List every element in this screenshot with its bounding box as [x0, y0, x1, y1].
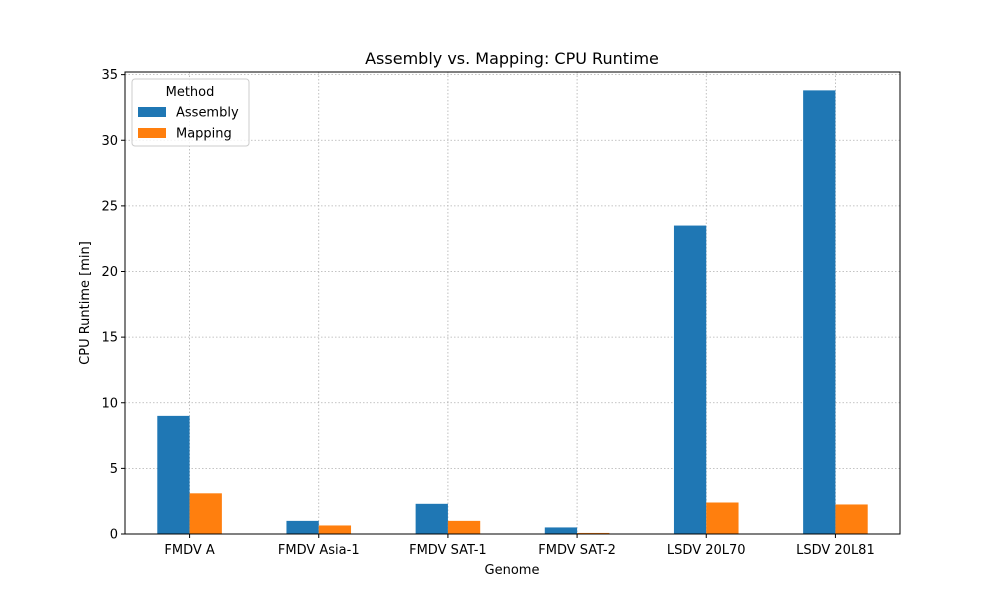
legend: Method Assembly Mapping	[131, 78, 250, 147]
bars	[157, 90, 868, 534]
x-axis-label: Genome	[485, 563, 540, 578]
x-tick-label: FMDV SAT-1	[409, 543, 487, 558]
y-tick-label: 15	[101, 331, 118, 346]
legend-swatch-assembly	[138, 107, 166, 117]
y-tick-label: 20	[101, 265, 118, 280]
bar-mapping-fmdv-asia-1	[318, 525, 352, 534]
bar-assembly-fmdv-sat-2	[544, 527, 578, 534]
bar-mapping-fmdv-a	[189, 493, 222, 534]
legend-label-mapping: Mapping	[176, 127, 232, 142]
y-axis: 0 5 10 15 20 25 30 35	[101, 68, 125, 543]
x-tick-label: LSDV 20L70	[667, 543, 746, 558]
y-tick-label: 10	[101, 396, 118, 411]
bar-mapping-fmdv-sat-2	[577, 532, 610, 534]
y-tick-label: 30	[101, 134, 118, 149]
x-tick-label: FMDV Asia-1	[278, 543, 360, 558]
x-tick-label: FMDV A	[164, 543, 215, 558]
y-tick-label: 35	[101, 68, 118, 83]
bar-mapping-lsdv-20l70	[706, 502, 739, 534]
x-tick-label: LSDV 20L81	[796, 543, 875, 558]
legend-label-assembly: Assembly	[176, 106, 239, 121]
y-tick-label: 25	[101, 199, 118, 214]
legend-entries: Assembly Mapping	[138, 106, 239, 142]
bar-assembly-fmdv-a	[157, 415, 190, 534]
bar-mapping-lsdv-20l81	[835, 504, 868, 534]
x-tick-label: FMDV SAT-2	[538, 543, 616, 558]
x-axis: FMDV A FMDV Asia-1 FMDV SAT-1 FMDV SAT-2 LSD…	[164, 534, 875, 558]
legend-swatch-mapping	[138, 128, 166, 138]
bar-assembly-fmdv-asia-1	[286, 520, 319, 534]
bar-mapping-fmdv-sat-1	[447, 520, 481, 534]
bar-assembly-fmdv-sat-1	[415, 503, 448, 534]
y-tick-label: 5	[110, 462, 118, 477]
y-tick-label: 0	[110, 528, 118, 543]
chart-title: Assembly vs. Mapping: CPU Runtime	[365, 49, 659, 68]
bar-assembly-lsdv-20l81	[803, 90, 836, 534]
bar-assembly-lsdv-20l70	[673, 225, 707, 534]
plot-frame	[124, 71, 901, 535]
y-axis-label: CPU Runtime [min]	[78, 241, 93, 365]
legend-title: Method	[166, 85, 215, 100]
